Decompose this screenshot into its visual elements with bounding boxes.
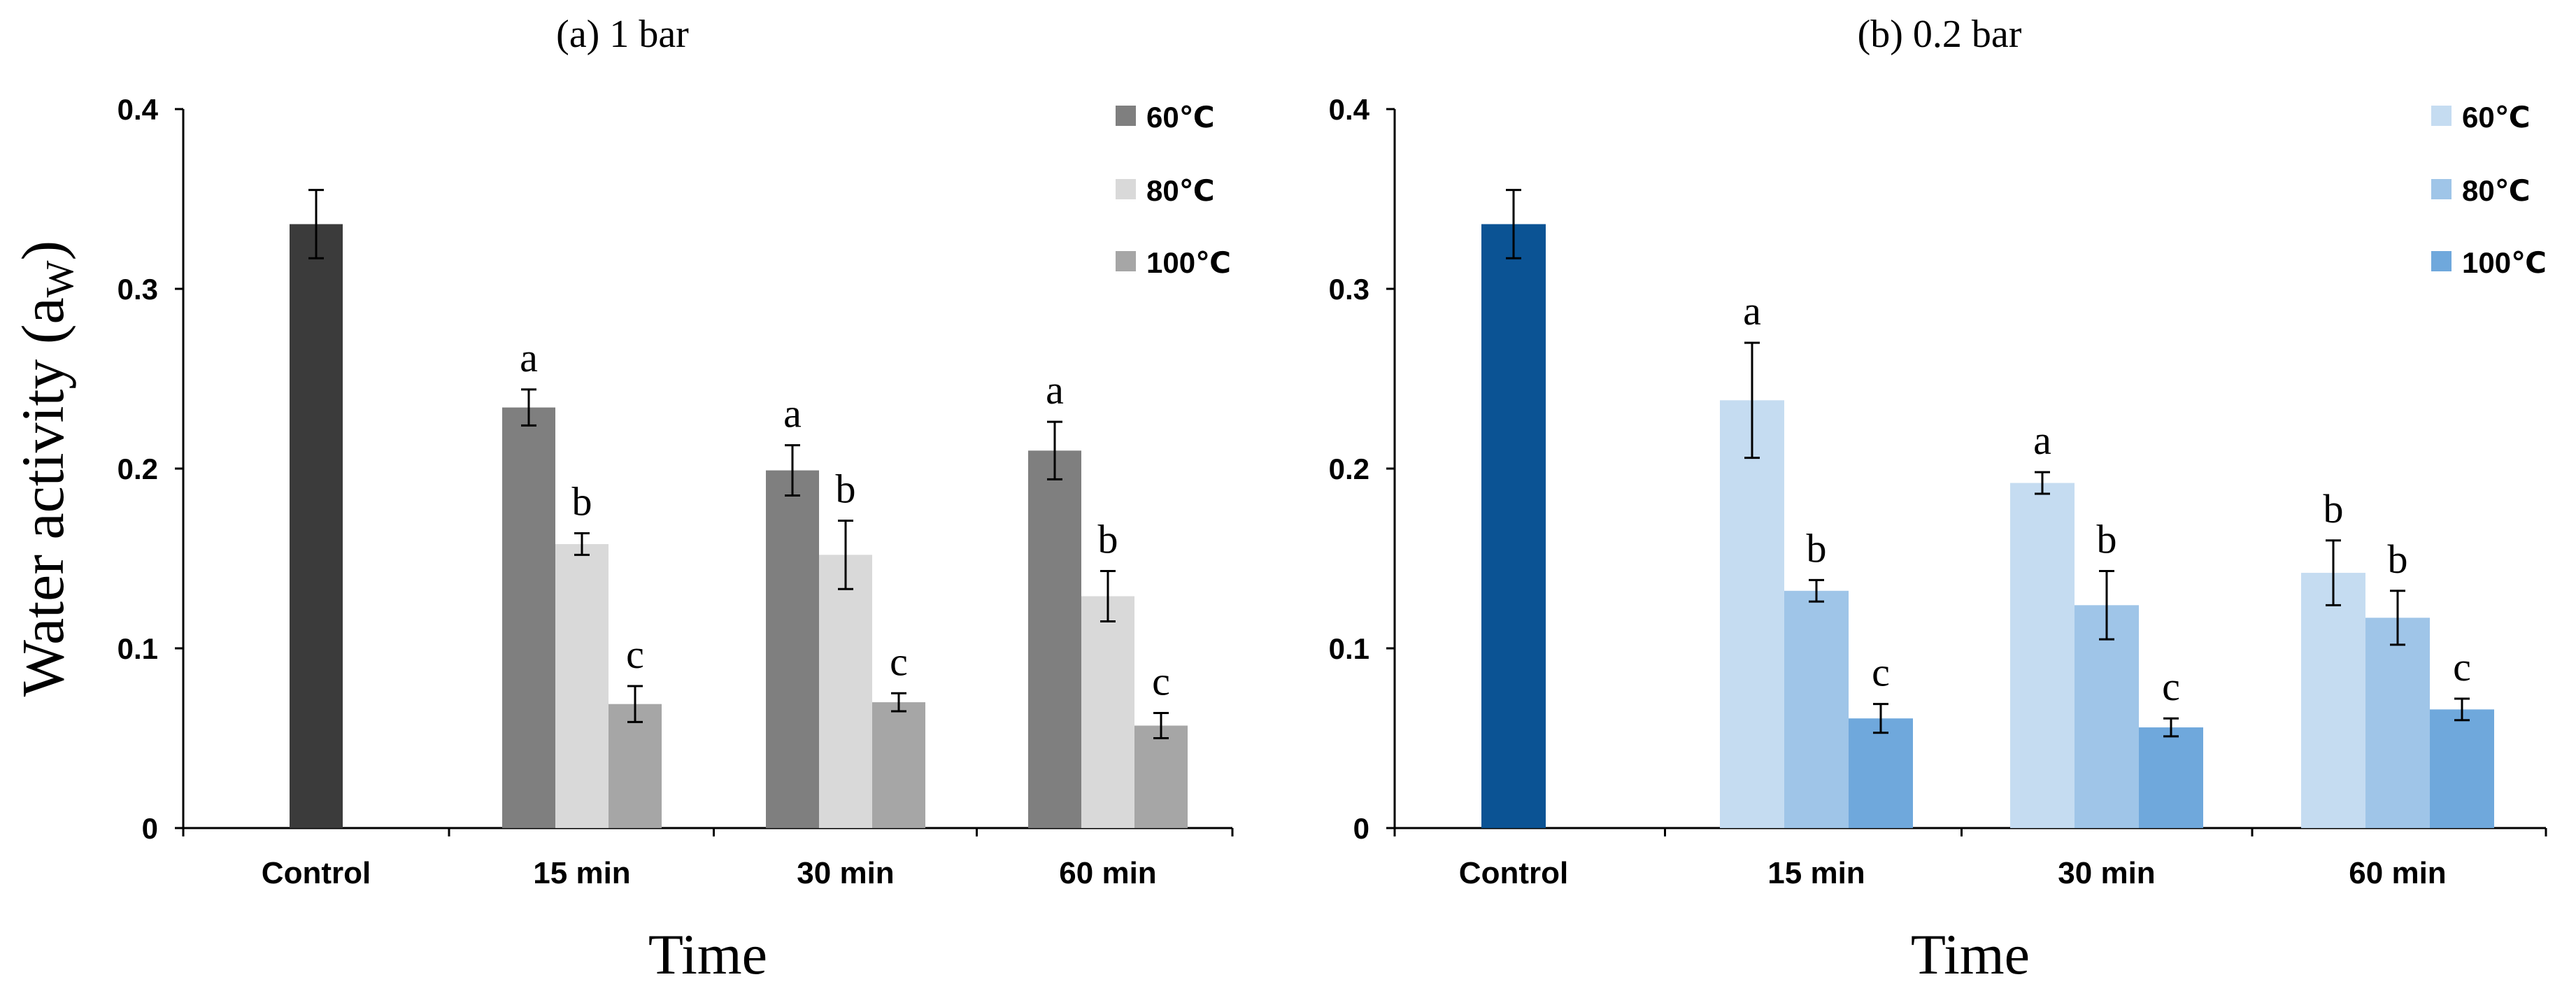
y-axis-title-subscript: W (38, 260, 82, 297)
significance-letter: a (783, 391, 802, 436)
y-tick-label: 0.4 (1329, 93, 1370, 126)
y-tick-label: 0.2 (1329, 452, 1369, 485)
significance-letter: c (890, 639, 908, 684)
x-tick-label: Control (1459, 856, 1568, 890)
chart-panel-b: (b) 0.2 bar 0 0.1 0.2 0.3 0.4 Control 15 min 30 … (1329, 13, 2547, 986)
x-tick-label: 60 min (1059, 856, 1156, 890)
y-tick-label: 0.2 (118, 452, 158, 485)
chart-title: (a) 1 bar (556, 13, 689, 56)
x-tick-label: 30 min (2058, 856, 2155, 890)
bar-80℃ (2365, 618, 2430, 828)
bar-60℃ (1720, 400, 1784, 828)
y-tick-label: 0.4 (118, 93, 159, 126)
y-tick-label: 0 (1353, 812, 1369, 845)
legend-swatch (1116, 251, 1136, 271)
y-axis-title: Water activity (aW) (9, 241, 82, 697)
bar-100℃ (1849, 718, 1913, 828)
bar-80℃ (819, 555, 872, 828)
bar-control (290, 224, 343, 829)
bar-control (1481, 224, 1546, 829)
bar-60℃ (502, 407, 555, 828)
significance-letter: b (1098, 516, 1118, 562)
chart-title: (b) 0.2 bar (1858, 13, 2022, 56)
x-tick-label: 30 min (797, 856, 894, 890)
bar-80℃ (555, 543, 609, 828)
legend-swatch (1116, 106, 1136, 126)
bar-80℃ (2075, 605, 2139, 828)
significance-letter: b (572, 479, 592, 525)
significance-letter: b (2324, 486, 2344, 532)
significance-letter: c (2453, 644, 2471, 690)
bar-80℃ (1784, 590, 1849, 828)
significance-letter: c (1152, 659, 1170, 704)
y-tick-label: 0.1 (118, 632, 158, 665)
y-axis-title-close: ) (9, 241, 76, 261)
significance-letter: a (520, 335, 538, 380)
significance-letter: a (1743, 288, 1761, 334)
x-tick-label: Control (262, 856, 371, 890)
chart-panel-a: (a) 1 bar 0 0.1 0.2 0.3 0.4 Control 15 min 30 mi… (9, 13, 1234, 986)
legend-swatch (2431, 179, 2452, 199)
significance-letter: b (2097, 516, 2117, 562)
legend-label: 100℃ (1146, 246, 1231, 279)
significance-letter: c (1872, 650, 1890, 695)
x-tick-label: 15 min (533, 856, 630, 890)
bar-100℃ (1134, 725, 1188, 828)
bar-80℃ (1081, 596, 1134, 828)
legend-label: 80℃ (1146, 174, 1215, 207)
legend-swatch (1116, 179, 1136, 199)
y-axis-title-main: Water activity (a (9, 297, 76, 697)
bar-100℃ (2139, 727, 2203, 828)
significance-letter: b (836, 466, 856, 512)
x-axis-title: Time (1911, 922, 2030, 986)
x-tick-label: 60 min (2349, 856, 2446, 890)
significance-letter: a (2033, 418, 2051, 463)
significance-letter: a (1046, 367, 1064, 413)
significance-letter: b (1807, 525, 1827, 571)
x-axis-title: Time (648, 922, 767, 986)
bar-60℃ (766, 470, 819, 828)
y-tick-label: 0.3 (118, 273, 158, 306)
legend-label: 60℃ (1146, 101, 1215, 134)
significance-letter: c (2162, 664, 2180, 709)
bar-60℃ (2301, 573, 2365, 828)
bar-100℃ (872, 702, 925, 828)
legend-label: 100℃ (2462, 246, 2547, 279)
bar-60℃ (2010, 483, 2075, 828)
legend-swatch (2431, 251, 2452, 271)
y-tick-label: 0 (142, 812, 158, 845)
y-tick-label: 0.3 (1329, 273, 1369, 306)
y-tick-label: 0.1 (1329, 632, 1369, 665)
x-tick-label: 15 min (1767, 856, 1865, 890)
legend-swatch (2431, 106, 2452, 126)
bar-60℃ (1028, 450, 1081, 828)
significance-letter: c (626, 632, 644, 677)
legend-label: 60℃ (2462, 101, 2531, 134)
bar-100℃ (609, 704, 662, 828)
significance-letter: b (2388, 536, 2408, 582)
legend-label: 80℃ (2462, 174, 2531, 207)
bar-100℃ (2430, 709, 2494, 828)
